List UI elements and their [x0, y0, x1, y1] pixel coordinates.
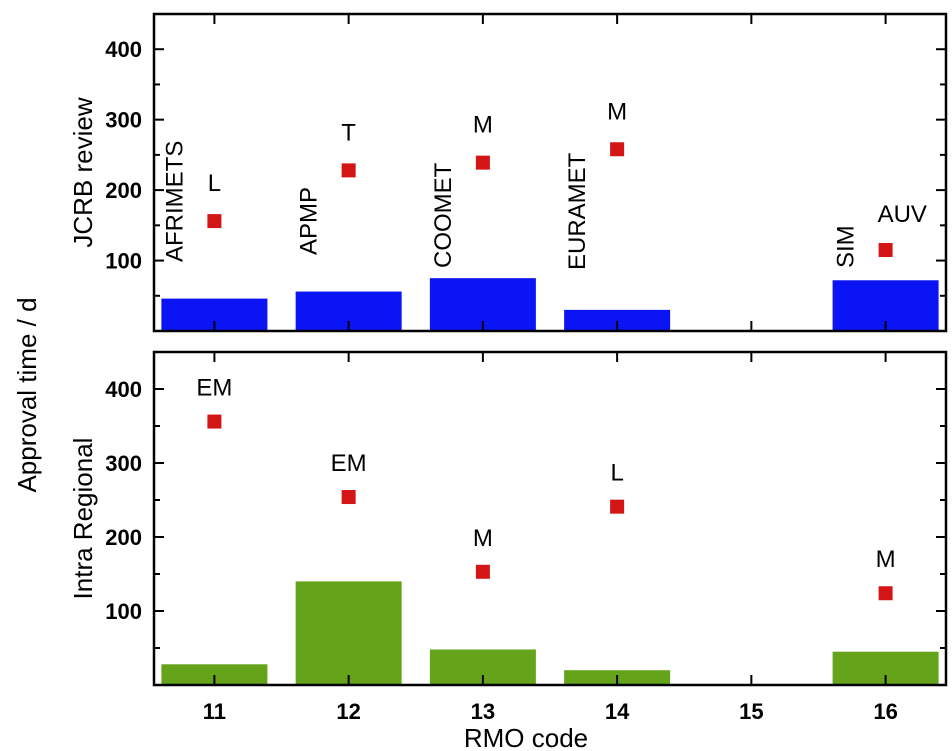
- x-tick-label: 15: [739, 699, 763, 724]
- bar: [295, 581, 402, 685]
- data-point: [475, 155, 490, 170]
- bar: [564, 309, 671, 331]
- shared-y-axis-title: Approval time / d: [12, 297, 42, 492]
- y-tick-label: 300: [105, 451, 142, 476]
- x-tick-label: 13: [471, 699, 495, 724]
- plot-frame: [152, 12, 948, 333]
- point-label: EM: [196, 375, 232, 402]
- rmo-name-label: COOMET: [430, 162, 457, 268]
- y-tick-label: 400: [105, 37, 142, 62]
- data-point: [610, 499, 625, 514]
- rmo-name-label: EURAMET: [564, 152, 591, 270]
- y-axis-title: Intra Regional: [68, 438, 98, 600]
- x-tick-label: 16: [873, 699, 897, 724]
- point-label: AUV: [878, 201, 927, 228]
- rmo-name-label: APMP: [296, 187, 323, 255]
- rmo-name-label: SIM: [833, 225, 860, 268]
- y-tick-label: 200: [105, 525, 142, 550]
- x-axis-title: RMO code: [464, 723, 588, 751]
- y-tick-label: 200: [105, 178, 142, 203]
- x-tick-label: 14: [605, 699, 630, 724]
- point-label: T: [341, 119, 356, 146]
- y-tick-label: 300: [105, 108, 142, 133]
- point-label: M: [876, 546, 896, 573]
- y-axis-title: JCRB review: [68, 97, 98, 247]
- data-point: [878, 586, 893, 601]
- y-tick-label: 400: [105, 377, 142, 402]
- data-point: [475, 564, 490, 579]
- data-point: [341, 490, 356, 505]
- data-point: [207, 414, 222, 429]
- panel-jcrb-review: 100 200 300 400 JCRB review L T M M AUV AFRIMETS AP…: [68, 12, 948, 333]
- point-label: M: [607, 98, 627, 125]
- data-point: [207, 214, 222, 229]
- panel-intra-regional: 100 200 300 400 11 12 13 14 15 16 Intra Regional EM…: [68, 350, 948, 751]
- bar: [161, 664, 268, 685]
- data-point: [878, 242, 893, 257]
- point-label: EM: [331, 450, 367, 477]
- point-label: M: [473, 525, 493, 552]
- point-label: L: [208, 170, 221, 197]
- point-label: M: [473, 112, 493, 139]
- plot-frame: [152, 350, 948, 687]
- x-tick-label: 12: [336, 699, 360, 724]
- rmo-name-label: AFRIMETS: [161, 141, 188, 262]
- x-tick-label: 11: [203, 699, 226, 724]
- y-tick-label: 100: [105, 599, 142, 624]
- data-point: [341, 163, 356, 178]
- y-tick-label: 100: [105, 249, 142, 274]
- data-point: [610, 142, 625, 157]
- point-label: L: [610, 460, 623, 487]
